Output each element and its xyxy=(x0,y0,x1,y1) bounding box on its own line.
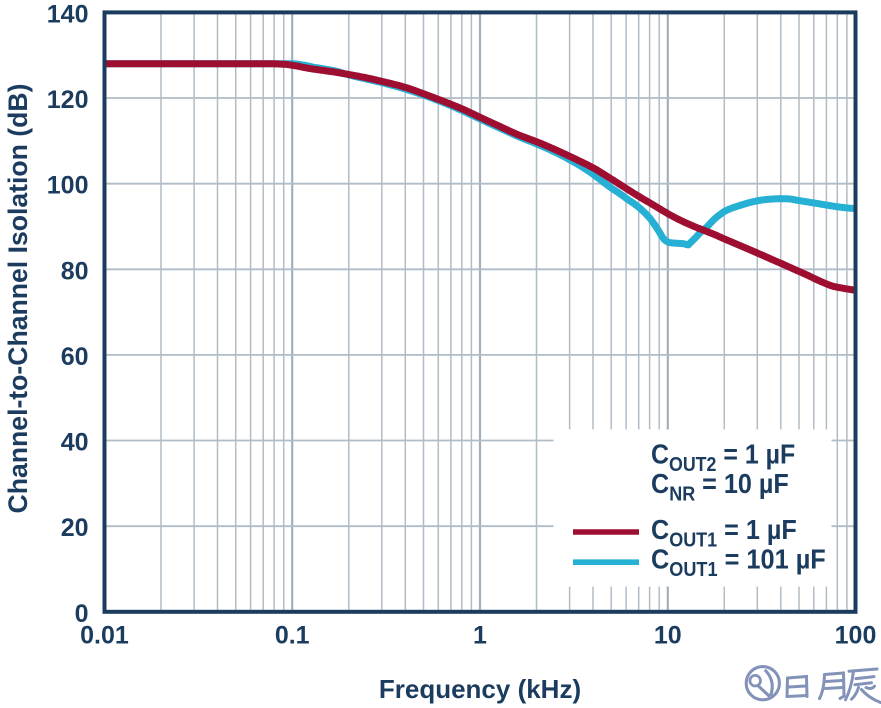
svg-text:Frequency (kHz): Frequency (kHz) xyxy=(379,674,581,704)
svg-text:20: 20 xyxy=(61,514,89,542)
svg-text:0.01: 0.01 xyxy=(80,622,129,650)
svg-text:0.1: 0.1 xyxy=(275,622,310,650)
svg-text:60: 60 xyxy=(61,343,89,371)
svg-text:140: 140 xyxy=(47,0,89,28)
svg-text:Channel-to-Channel Isolation (: Channel-to-Channel Isolation (dB) xyxy=(3,84,33,514)
svg-text:120: 120 xyxy=(47,86,89,114)
svg-text:100: 100 xyxy=(835,622,877,650)
svg-text:100: 100 xyxy=(47,172,89,200)
svg-text:10: 10 xyxy=(654,622,682,650)
svg-text:0: 0 xyxy=(75,600,89,628)
svg-text:40: 40 xyxy=(61,429,89,457)
svg-text:1: 1 xyxy=(473,622,487,650)
svg-text:80: 80 xyxy=(61,257,89,285)
